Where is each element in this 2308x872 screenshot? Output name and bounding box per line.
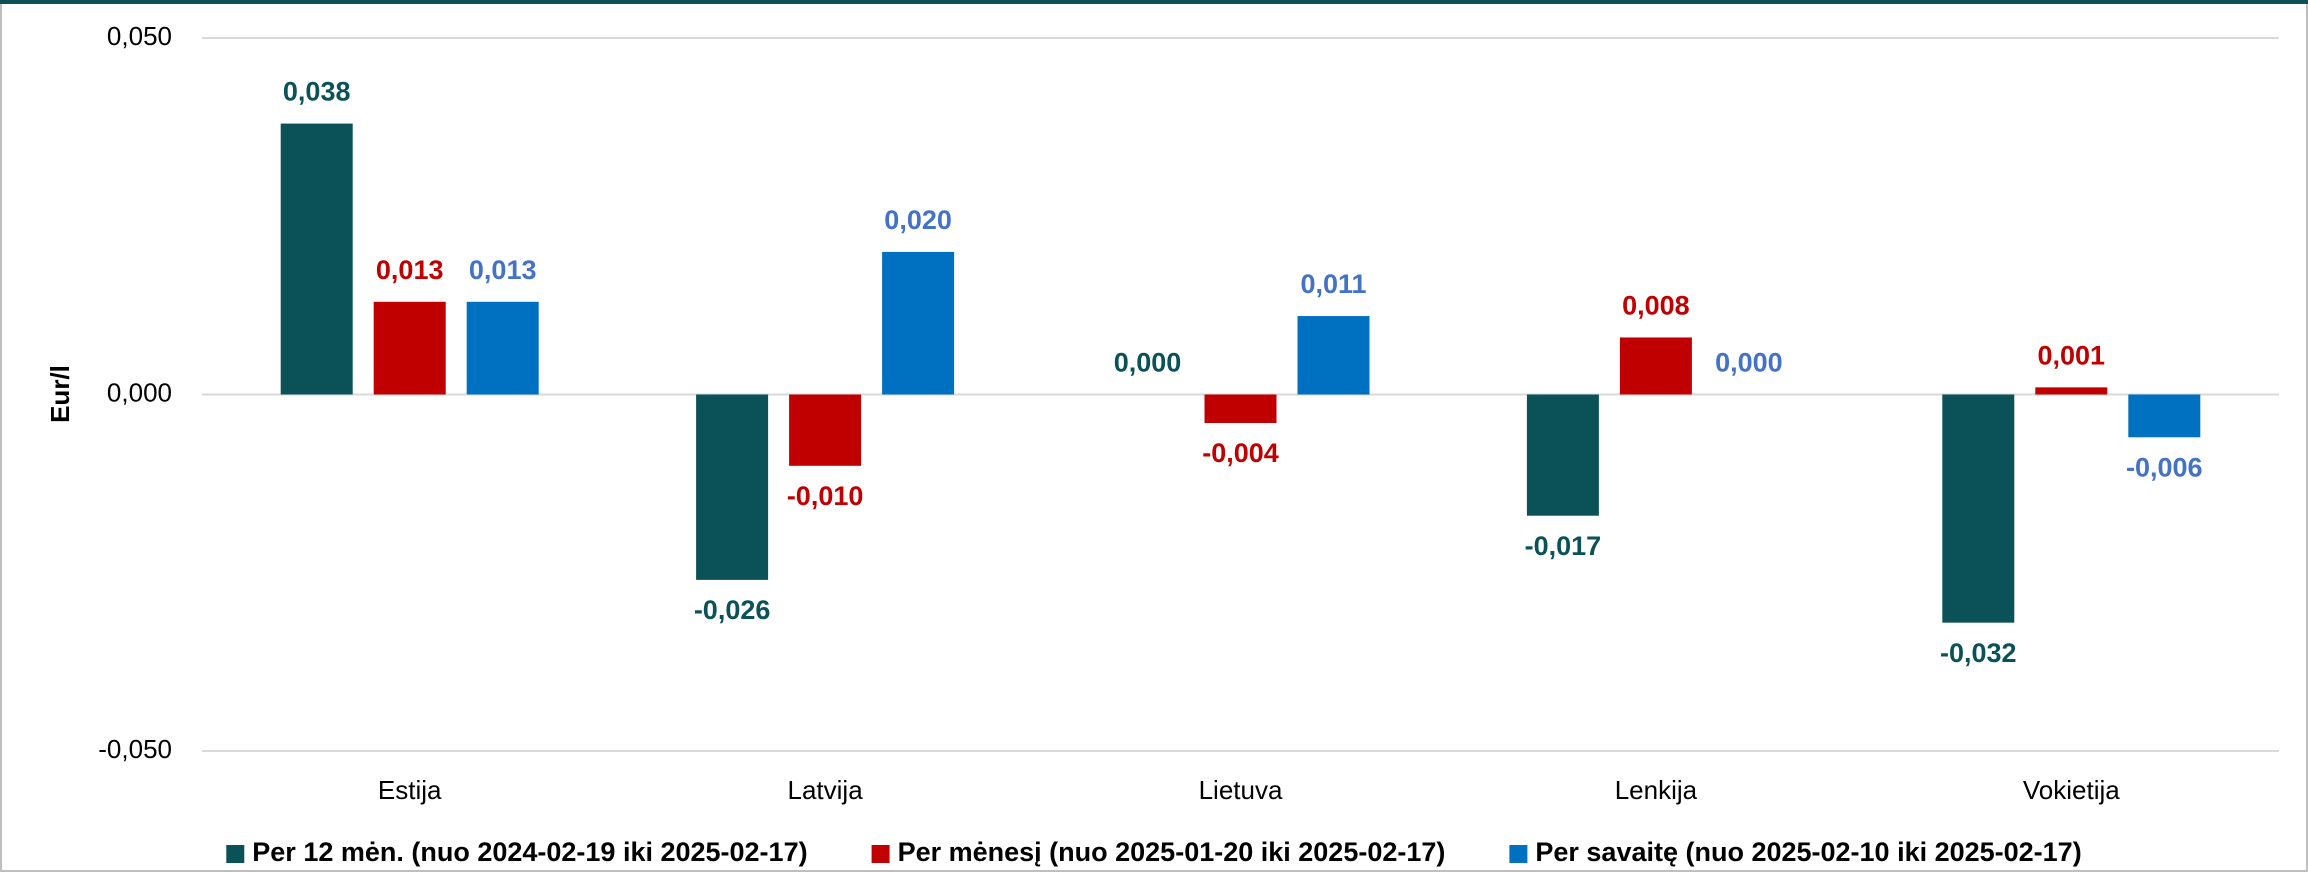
data-label: 0,000 bbox=[1715, 348, 1783, 378]
bar bbox=[373, 301, 446, 395]
bar bbox=[882, 251, 955, 395]
y-tick-label: -0,050 bbox=[98, 734, 172, 764]
x-tick-label: Latvija bbox=[788, 775, 864, 805]
bar bbox=[1297, 316, 1370, 395]
data-label: 0,011 bbox=[1300, 269, 1366, 299]
bar bbox=[466, 301, 539, 395]
data-label: 0,038 bbox=[283, 77, 351, 107]
data-label: -0,010 bbox=[787, 481, 864, 511]
bar bbox=[2035, 387, 2108, 395]
bar bbox=[1204, 394, 1277, 424]
bar bbox=[1619, 337, 1692, 395]
data-label: -0,006 bbox=[2126, 452, 2203, 482]
legend-swatch bbox=[1509, 845, 1528, 863]
data-label: 0,013 bbox=[376, 255, 444, 285]
data-label: -0,032 bbox=[1940, 638, 2017, 668]
legend-label: Per mėnesį (nuo 2025-01-20 iki 2025-02-1… bbox=[898, 837, 1446, 867]
data-label: -0,017 bbox=[1525, 531, 1602, 561]
y-tick-label: 0,050 bbox=[107, 21, 172, 51]
legend-swatch bbox=[226, 845, 245, 863]
bar bbox=[280, 123, 353, 395]
data-label: 0,013 bbox=[469, 255, 537, 285]
top-border bbox=[0, 0, 2308, 4]
x-tick-label: Vokietija bbox=[2023, 775, 2120, 805]
data-label: 0,020 bbox=[884, 205, 952, 235]
legend-label: Per savaitę (nuo 2025-02-10 iki 2025-02-… bbox=[1535, 837, 2081, 867]
y-axis-label: Eur/l bbox=[45, 365, 75, 423]
legend-swatch bbox=[871, 845, 890, 863]
x-tick-label: Estija bbox=[378, 775, 442, 805]
bar bbox=[1942, 394, 2015, 623]
data-label: 0,001 bbox=[2038, 340, 2106, 370]
x-tick-label: Lietuva bbox=[1199, 775, 1283, 805]
y-tick-label: 0,000 bbox=[107, 377, 172, 407]
data-label: 0,008 bbox=[1622, 291, 1690, 321]
data-label: 0,000 bbox=[1114, 348, 1182, 378]
bar bbox=[789, 394, 862, 466]
legend-label: Per 12 mėn. (nuo 2024-02-19 iki 2025-02-… bbox=[252, 837, 807, 867]
bar bbox=[2128, 394, 2201, 438]
bar bbox=[696, 394, 769, 580]
x-tick-label: Lenkija bbox=[1615, 775, 1698, 805]
data-label: -0,004 bbox=[1202, 438, 1279, 468]
bar bbox=[1526, 394, 1599, 516]
data-label: -0,026 bbox=[694, 595, 771, 625]
